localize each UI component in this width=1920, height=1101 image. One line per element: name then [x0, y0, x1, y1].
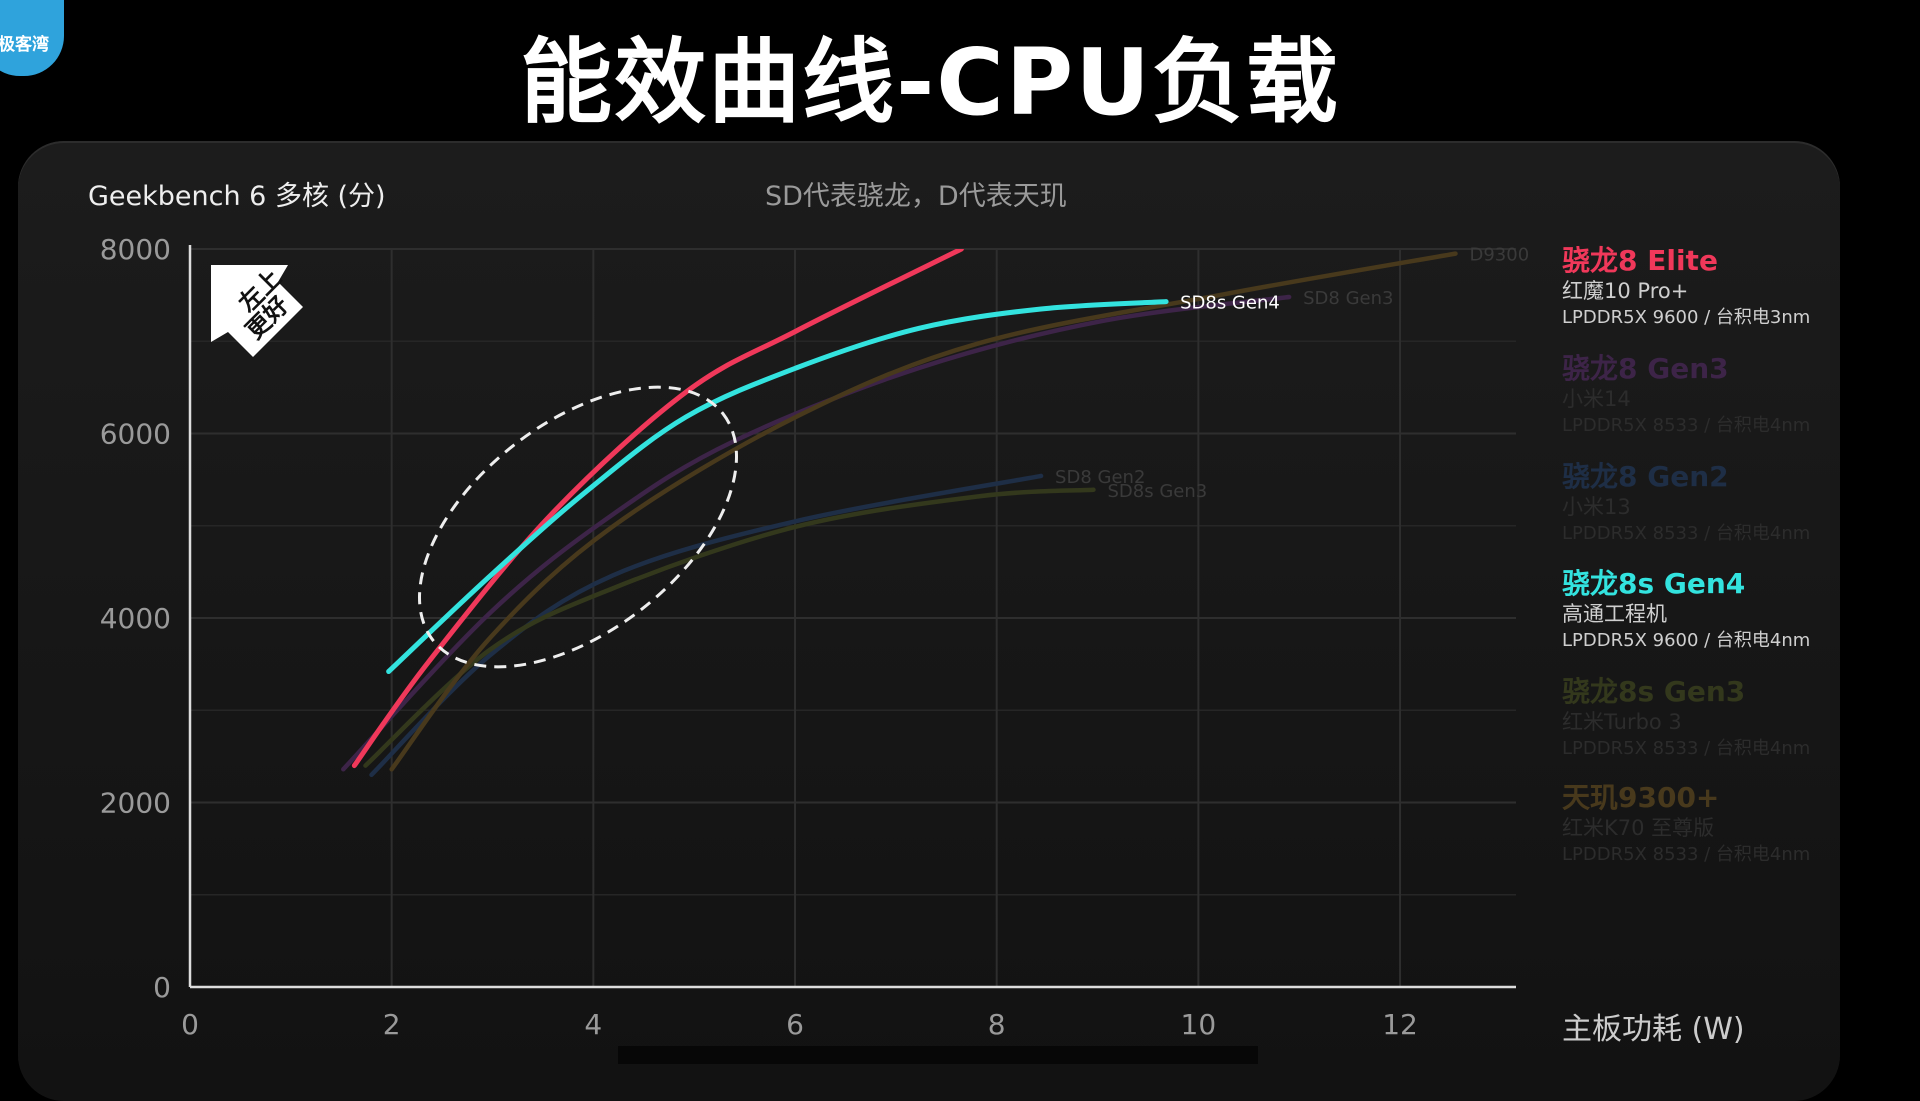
legend-name: 骁龙8 Elite: [1562, 244, 1718, 277]
y-axis-title: Geekbench 6 多核 (分): [88, 181, 386, 212]
y-tick-label: 4000: [100, 602, 171, 635]
series-end-label: SD8s Gen3: [1107, 481, 1207, 502]
legend-device: 小米13: [1562, 495, 1631, 519]
series-天玑9300+-line: [389, 251, 1458, 772]
chart-panel: [18, 141, 1840, 1101]
series-end-label: SD8 Gen3: [1303, 288, 1393, 309]
y-tick-label: 8000: [100, 233, 171, 266]
x-tick-label: 12: [1382, 1008, 1418, 1041]
legend-device: 小米14: [1562, 387, 1631, 411]
legend-name: 骁龙8 Gen2: [1562, 460, 1729, 493]
x-tick-label: 2: [383, 1008, 401, 1041]
legend-item: 骁龙8 Elite 红魔10 Pro+ LPDDR5X 9600 / 台积电3nm: [1562, 245, 1810, 331]
legend-device: 红米Turbo 3: [1562, 710, 1682, 734]
highlight-ellipse: [417, 385, 739, 669]
brand-logo: 极客湾: [0, 0, 64, 76]
legend-spec: LPDDR5X 8533 / 台积电4nm: [1562, 844, 1811, 865]
series-骁龙8-Gen3-line: [341, 294, 1292, 772]
y-tick-label: 6000: [100, 418, 171, 451]
x-tick-label: 10: [1181, 1008, 1217, 1041]
legend-name: 天玑9300+: [1562, 781, 1720, 814]
page-title: 能效曲线-CPU负载: [520, 29, 1340, 136]
legend-spec: LPDDR5X 9600 / 台积电3nm: [1562, 307, 1811, 328]
series-骁龙8-Gen2-line: [369, 473, 1044, 778]
legend-item: 骁龙8 Gen2 小米13 LPDDR5X 8533 / 台积电4nm: [1562, 461, 1810, 547]
arrow-up-left-icon: 左上 更好: [211, 264, 303, 357]
legend-device: 高通工程机: [1562, 602, 1667, 626]
progress-bar: [618, 1046, 1258, 1064]
x-tick-label: 0: [181, 1008, 199, 1041]
legend-spec: LPDDR5X 8533 / 台积电4nm: [1562, 523, 1811, 544]
legend-item: 天玑9300+ 红米K70 至尊版 LPDDR5X 8533 / 台积电4nm: [1562, 782, 1810, 868]
better-direction-badge: 左上 更好: [208, 262, 318, 376]
y-tick-label: 0: [153, 971, 171, 1004]
legend-name: 骁龙8s Gen4: [1562, 567, 1746, 600]
series-end-label: D9300: [1469, 245, 1529, 266]
y-tick-label: 2000: [100, 787, 171, 820]
x-axis-title: 主板功耗 (W): [1562, 1012, 1745, 1047]
legend-name: 骁龙8s Gen3: [1562, 675, 1746, 708]
legend-item: 骁龙8 Gen3 小米14 LPDDR5X 8533 / 台积电4nm: [1562, 353, 1810, 439]
legend-spec: LPDDR5X 8533 / 台积电4nm: [1562, 738, 1811, 759]
legend-item: 骁龙8s Gen3 红米Turbo 3 LPDDR5X 8533 / 台积电4nm: [1562, 676, 1810, 762]
chart-subtitle: SD代表骁龙，D代表天玑: [765, 181, 1067, 212]
series-骁龙8s-Gen4-line: [386, 299, 1169, 675]
x-tick-label: 8: [988, 1008, 1006, 1041]
legend-name: 骁龙8 Gen3: [1562, 352, 1729, 385]
legend-device: 红魔10 Pro+: [1562, 279, 1689, 303]
x-tick-label: 4: [584, 1008, 602, 1041]
chart-svg: 0 2000 4000 6000 8000 0 2 4 6 8 10 12 SD8 Gen3 SD8 Ge…: [100, 233, 1529, 1041]
legend-spec: LPDDR5X 9600 / 台积电4nm: [1562, 630, 1811, 651]
series-end-label: SD8 Gen2: [1055, 467, 1145, 488]
x-tick-label: 6: [786, 1008, 804, 1041]
series-end-label: SD8s Gen4: [1180, 293, 1280, 314]
series-骁龙8-Elite-line: [351, 249, 964, 769]
legend-item: 骁龙8s Gen4 高通工程机 LPDDR5X 9600 / 台积电4nm: [1562, 568, 1810, 654]
legend-spec: LPDDR5X 8533 / 台积电4nm: [1562, 415, 1811, 436]
legend-device: 红米K70 至尊版: [1562, 816, 1715, 840]
logo-text: 极客湾: [0, 35, 49, 55]
